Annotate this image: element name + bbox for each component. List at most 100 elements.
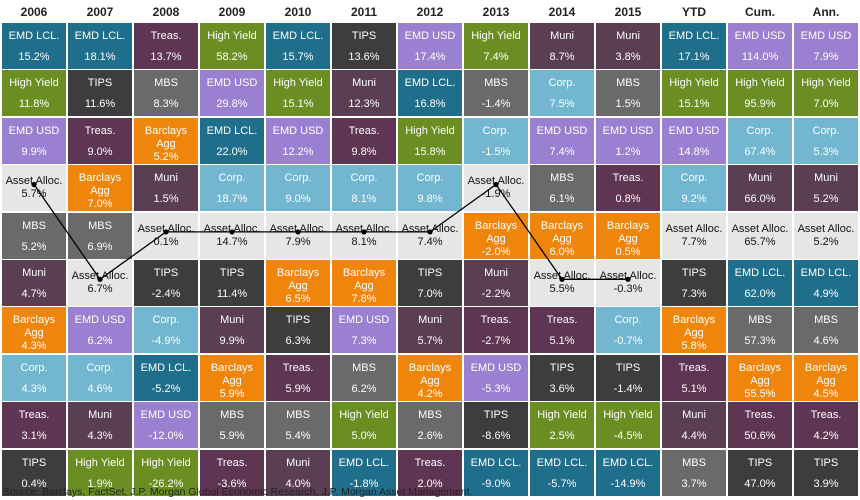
asset-class-label: TIPS <box>813 456 839 469</box>
asset-class-label: Treas. <box>150 30 182 42</box>
return-value: -9.0% <box>481 477 511 490</box>
return-value: -5.7% <box>547 477 577 490</box>
asset-class-label: Corp. <box>812 124 840 137</box>
return-cell: EMD LCL. -5.7% <box>530 449 594 496</box>
return-cell: Muni 4.7% <box>2 260 66 306</box>
return-cell: Treas. 2.0% <box>398 449 462 496</box>
return-cell: High Yield 5.0% <box>332 402 396 449</box>
asset-class-label: Barclays Agg <box>804 361 848 387</box>
asset-class-label: MBS <box>814 314 838 327</box>
return-cell: High Yield 15.1% <box>662 70 726 117</box>
asset-class-label: High Yield <box>537 409 587 422</box>
return-value: 13.6% <box>348 51 380 63</box>
asset-class-label: EMD USD <box>668 124 720 137</box>
asset-class-label: Treas. <box>84 124 116 137</box>
return-value: 5.2% <box>813 235 839 248</box>
column-header: 2008 <box>152 5 180 19</box>
return-cell: Barclays Agg 5.8% <box>662 307 726 354</box>
return-cell: Barclays Agg 6.0% <box>530 212 594 259</box>
return-value: 7.4% <box>483 51 509 63</box>
return-cell: Corp. 9.2% <box>662 165 726 212</box>
column-header: 2014 <box>548 5 576 19</box>
asset-class-label: Treas. <box>546 314 578 327</box>
return-value: 4.7% <box>21 288 47 300</box>
asset-class-label: EMD USD <box>470 361 522 374</box>
return-value: 2.0% <box>417 477 443 490</box>
return-cell: MBS 57.3% <box>728 307 792 354</box>
return-cell: EMD LCL. -5.2% <box>134 354 198 401</box>
return-value: 7.0% <box>417 288 443 300</box>
asset-class-label: EMD LCL. <box>602 456 654 469</box>
return-cell: MBS 4.6% <box>794 307 858 354</box>
return-cell: EMD USD -5.3% <box>464 354 528 401</box>
return-cell: EMD LCL. 22.0% <box>200 117 264 164</box>
return-cell: Treas. 13.7% <box>134 23 198 69</box>
asset-class-label: TIPS <box>483 409 509 422</box>
return-cell: EMD LCL. 18.1% <box>68 23 132 69</box>
return-value: 57.3% <box>744 335 776 348</box>
return-cell: MBS 1.5% <box>596 70 660 117</box>
return-cell: TIPS 3.9% <box>794 449 858 496</box>
return-value: 7.4% <box>549 145 575 158</box>
return-cell: Corp. 5.3% <box>794 117 858 164</box>
asset-class-label: Asset Alloc. <box>401 222 459 235</box>
return-cell: Barclays Agg 4.5% <box>794 354 858 401</box>
return-value: 6.0% <box>549 245 575 258</box>
return-value: -4.9% <box>151 335 181 348</box>
return-cell: TIPS 7.0% <box>398 260 462 306</box>
return-value: 18.7% <box>216 193 248 206</box>
return-cell: TIPS 7.3% <box>662 260 726 306</box>
return-value: 8.1% <box>351 193 377 206</box>
return-value: 5.2% <box>813 193 839 206</box>
return-cell: Asset Alloc. 6.7% <box>68 260 132 306</box>
return-cell: Treas. 9.8% <box>332 117 396 164</box>
return-value: 7.9% <box>285 235 311 248</box>
return-cell: High Yield 58.2% <box>200 23 264 69</box>
asset-class-label: Barclays Agg <box>210 361 254 387</box>
return-value: 29.8% <box>216 98 248 111</box>
asset-class-label: Asset Alloc. <box>533 270 591 282</box>
asset-class-label: Asset Alloc. <box>269 222 327 235</box>
return-value: 9.9% <box>219 335 245 348</box>
column-header: 2011 <box>350 5 378 19</box>
return-cell: EMD USD 12.2% <box>266 117 330 164</box>
asset-class-label: Asset Alloc. <box>71 270 129 282</box>
return-value: 3.6% <box>549 382 575 395</box>
return-cell: EMD LCL. 15.2% <box>2 23 66 69</box>
return-cell: Corp. 4.6% <box>68 354 132 401</box>
return-value: -1.4% <box>613 382 643 395</box>
asset-class-label: Barclays Agg <box>540 219 584 245</box>
return-cell: High Yield -4.5% <box>596 402 660 449</box>
asset-class-label: EMD LCL. <box>800 267 852 279</box>
return-value: 5.7% <box>417 335 443 348</box>
asset-class-label: TIPS <box>615 361 641 374</box>
asset-class-label: Muni <box>418 314 442 327</box>
return-value: 6.7% <box>87 283 113 295</box>
return-value: 11.4% <box>216 288 248 300</box>
column-header: Cum. <box>745 5 775 19</box>
column-header: 2010 <box>284 5 312 19</box>
asset-class-label: TIPS <box>417 267 443 279</box>
return-cell: EMD LCL. 16.8% <box>398 70 462 117</box>
return-cell: TIPS 3.6% <box>530 354 594 401</box>
return-value: -1.8% <box>349 477 379 490</box>
return-value: 18.1% <box>84 51 116 63</box>
return-cell: EMD LCL. 4.9% <box>794 260 858 306</box>
asset-class-label: MBS <box>616 77 640 90</box>
return-value: -2.4% <box>151 288 181 300</box>
return-cell: EMD LCL. 15.7% <box>266 23 330 69</box>
asset-class-label: EMD LCL. <box>536 456 588 469</box>
return-cell: EMD USD 17.4% <box>398 23 462 69</box>
asset-class-label: EMD USD <box>536 124 588 137</box>
return-value: 5.0% <box>351 430 377 443</box>
asset-class-label: Corp. <box>548 77 576 90</box>
column-header: 2006 <box>20 5 48 19</box>
asset-class-label: EMD USD <box>734 30 786 42</box>
return-value: 14.7% <box>216 235 248 248</box>
return-value: 5.1% <box>549 335 575 348</box>
return-value: -1.5% <box>481 145 511 158</box>
return-value: 14.8% <box>678 145 710 158</box>
return-value: 5.2% <box>21 240 47 253</box>
return-cell: TIPS -1.4% <box>596 354 660 401</box>
